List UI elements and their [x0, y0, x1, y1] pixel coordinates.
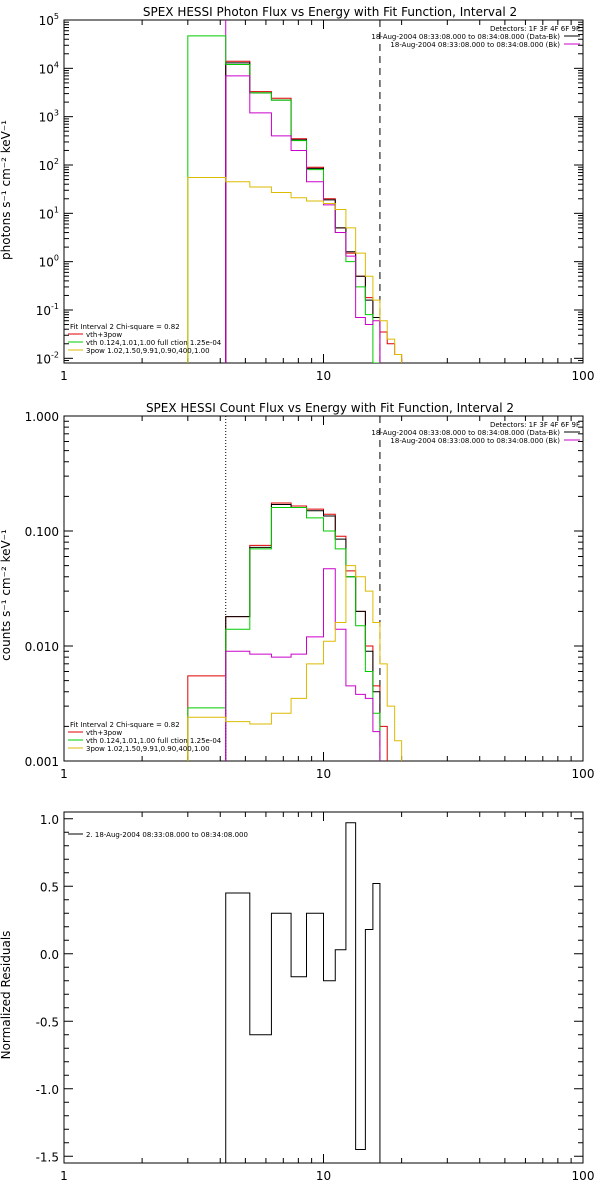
count-flux-legend-bottom: Fit Interval 2 Chi-square = 0.82 vth+3po…	[70, 721, 222, 753]
count-flux-title: SPEX HESSI Count Flux vs Energy with Fit…	[146, 401, 514, 415]
count-flux-x-axis: 1 10 100	[60, 416, 594, 781]
photon-flux-line-vth	[187, 35, 381, 363]
photon-flux-y-tick-label: 10-1	[36, 302, 59, 318]
photon-flux-ylabel: photons s⁻¹ cm⁻² keV⁻¹	[0, 120, 13, 260]
residuals-y-tick-label: -0.5	[36, 1015, 59, 1029]
photon-flux-x-tick-label: 10	[316, 369, 331, 383]
residuals-y-tick-label: -1.5	[36, 1150, 59, 1164]
photon-flux-legend-data-bk: 18-Aug-2004 08:33:08.000 to 08:34:08.000…	[371, 33, 560, 41]
photon-flux-legend-top: Detectors: 1F 3F 4F 6F 9F 18-Aug-2004 08…	[371, 25, 580, 49]
residuals-line-residuals	[225, 822, 381, 1163]
residuals-y-axis: -1.5 -1.0 -0.5 0.0 0.5 1.0	[36, 813, 583, 1164]
count-flux-y-tick-label: 0.001	[25, 755, 59, 769]
residuals-ylabel: Normalized Residuals	[0, 931, 13, 1060]
count-flux-x-tick-label: 100	[572, 767, 595, 781]
residuals-legend: 2. 18-Aug-2004 08:33:08.000 to 08:34:08.…	[86, 831, 248, 839]
residuals-axes-frame	[63, 811, 584, 1164]
count-flux-line-3pow	[187, 565, 403, 761]
photon-flux-legend-bk: 18-Aug-2004 08:33:08.000 to 08:34:08.000…	[390, 41, 560, 49]
photon-flux-legend-vth: vth 0.124,1.01,1.00 full ction 1.25e-04	[86, 339, 222, 347]
residuals-plot-area	[225, 822, 381, 1163]
photon-flux-panel: SPEX HESSI Photon Flux vs Energy with Fi…	[0, 5, 594, 383]
photon-flux-legend-3pow: 3pow 1.02,1.50,9.91,0.90,400,1.00	[86, 347, 210, 355]
photon-flux-detectors-label: Detectors: 1F 3F 4F 6F 9F	[490, 25, 580, 33]
count-flux-legend-vth3pow: vth+3pow	[86, 729, 122, 737]
residuals-series-residuals	[225, 822, 381, 1163]
photon-flux-y-tick-label: 105	[39, 12, 59, 28]
photon-flux-marks: 1 10 100 10-2 10-1 100 101 102 103 104 105	[36, 12, 595, 383]
residuals-x-axis: 1 10 100	[60, 812, 594, 1183]
photon-flux-line-3pow	[187, 177, 403, 363]
residuals-x-tick-label: 100	[572, 1169, 595, 1183]
count-flux-series-vth	[187, 507, 381, 761]
count-flux-line-vth	[187, 507, 381, 761]
residuals-x-tick-label: 1	[60, 1169, 68, 1183]
photon-flux-legend-vth3pow: vth+3pow	[86, 331, 122, 339]
count-flux-line-vth-3pow	[187, 502, 388, 761]
count-flux-x-tick-label: 10	[316, 767, 331, 781]
count-flux-series-vth-3pow	[187, 502, 388, 761]
residuals-y-tick-label: 0.0	[40, 948, 59, 962]
photon-flux-y-tick-label: 103	[39, 109, 59, 125]
photon-flux-plot-area	[187, 20, 403, 363]
count-flux-series-3pow	[187, 565, 403, 761]
photon-flux-y-tick-label: 104	[39, 60, 59, 76]
residuals-marks: 1 10 100 -1.5 -1.0 -0.5 0.0 0.5 1.0	[36, 811, 594, 1183]
photon-flux-line-vth-3pow	[225, 60, 403, 363]
residuals-panel: Normalized Residuals 1 10 100 -1.5 -1.0 -0.5 0…	[0, 811, 594, 1183]
photon-flux-title: SPEX HESSI Photon Flux vs Energy with Fi…	[143, 5, 517, 19]
photon-flux-series-vth	[187, 35, 381, 363]
count-flux-fit-info: Fit Interval 2 Chi-square = 0.82	[70, 721, 180, 729]
count-flux-line-bk	[225, 568, 381, 761]
count-flux-legend-bk: 18-Aug-2004 08:33:08.000 to 08:34:08.000…	[390, 437, 560, 445]
count-flux-y-tick-label: 0.100	[25, 525, 59, 539]
residuals-y-tick-label: -1.0	[36, 1083, 59, 1097]
count-flux-legend-3pow: 3pow 1.02,1.50,9.91,0.90,400,1.00	[86, 745, 210, 753]
photon-flux-y-tick-label: 10-2	[36, 350, 59, 366]
residuals-x-tick-label: 10	[316, 1169, 331, 1183]
count-flux-marks: 1 10 100 0.001 0.010 0.100 1.000	[25, 410, 595, 781]
photon-flux-y-tick-label: 102	[39, 157, 59, 173]
residuals-y-tick-label: 0.5	[40, 880, 59, 894]
photon-flux-series-data-bk	[225, 62, 381, 363]
photon-flux-series-vth-3pow	[225, 60, 403, 363]
photon-flux-y-axis: 10-2 10-1 100 101 102 103 104 105	[36, 12, 583, 366]
count-flux-line-data-bk	[225, 503, 381, 761]
count-flux-legend-data-bk: 18-Aug-2004 08:33:08.000 to 08:34:08.000…	[371, 429, 560, 437]
count-flux-series-data-bk	[225, 503, 381, 761]
photon-flux-legend-bottom: Fit Interval 2 Chi-square = 0.82 vth+3po…	[70, 323, 222, 355]
count-flux-y-tick-label: 1.000	[25, 410, 59, 424]
count-flux-plot-area	[187, 416, 403, 761]
photon-flux-x-axis: 1 10 100	[60, 20, 594, 383]
photon-flux-y-tick-label: 101	[39, 205, 59, 221]
count-flux-y-tick-label: 0.010	[25, 640, 59, 654]
photon-flux-line-bk	[225, 75, 381, 363]
residuals-legend-entry: 2. 18-Aug-2004 08:33:08.000 to 08:34:08.…	[86, 831, 248, 839]
residuals-y-tick-label: 1.0	[40, 813, 59, 827]
photon-flux-y-tick-label: 100	[39, 254, 59, 270]
photon-flux-series-3pow	[187, 177, 403, 363]
photon-flux-x-tick-label: 1	[60, 369, 68, 383]
photon-flux-fit-info: Fit Interval 2 Chi-square = 0.82	[70, 323, 180, 331]
count-flux-legend-top: Detectors: 1F 3F 4F 6F 9F 18-Aug-2004 08…	[371, 421, 580, 445]
photon-flux-x-tick-label: 100	[572, 369, 595, 383]
count-flux-series-bk	[225, 568, 381, 761]
count-flux-y-axis: 0.001 0.010 0.100 1.000	[25, 410, 583, 769]
count-flux-panel: SPEX HESSI Count Flux vs Energy with Fit…	[0, 401, 594, 781]
photon-flux-line-data-bk	[225, 62, 381, 363]
count-flux-legend-vth: vth 0.124,1.01,1.00 full ction 1.25e-04	[86, 737, 222, 745]
photon-flux-series-bk	[225, 75, 381, 363]
count-flux-detectors-label: Detectors: 1F 3F 4F 6F 9F	[490, 421, 580, 429]
count-flux-ylabel: counts s⁻¹ cm⁻² keV⁻¹	[0, 529, 13, 661]
count-flux-x-tick-label: 1	[60, 767, 68, 781]
